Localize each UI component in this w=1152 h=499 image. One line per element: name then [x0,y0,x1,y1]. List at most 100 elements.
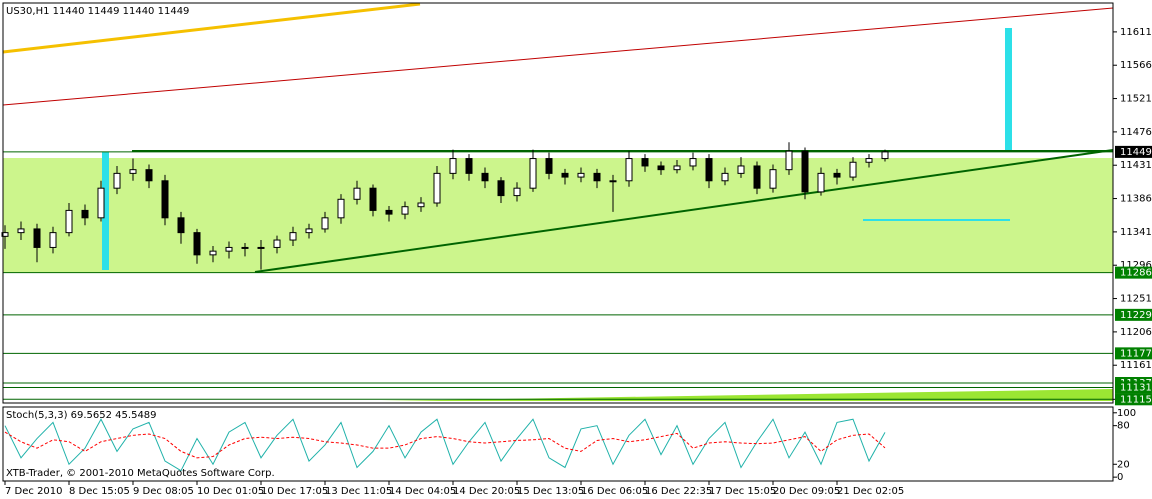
candle-body [1,232,9,237]
candle-body [481,172,489,182]
candle-body [721,172,729,182]
candle-body [705,158,713,182]
main-frame [2,2,1114,404]
candle-body [881,151,889,160]
stoch-line [4,418,886,472]
candle-body [609,180,617,183]
candle-body [737,165,745,174]
candle-body [753,165,761,189]
candle-body [65,209,73,234]
y-tick-label: 11431 [1120,160,1152,171]
price-zone [3,158,1113,273]
x-tick-label: 17 Dec 15:05 [709,486,776,497]
candle-body [865,158,873,163]
candle-body [433,172,441,204]
volume-wedge [380,389,1113,401]
level-label: 11229 [1120,310,1152,321]
level-box [1115,393,1152,406]
candle-body [129,169,137,174]
candle-body [337,198,345,219]
candle-body [561,172,569,178]
candle-body [625,158,633,182]
level-label: 11449 [1120,147,1152,158]
candle-body [177,217,185,234]
level-label: 11286 [1120,268,1152,279]
candle-body [849,161,857,178]
x-tick-label: 15 Dec 13:05 [517,486,584,497]
level-box [1115,308,1152,321]
x-tick-label: 7 Dec 2010 [5,486,63,497]
level-label: 11131 [1120,382,1152,393]
candle-body [97,187,105,219]
candle-body [353,187,361,200]
candle-body [545,158,553,174]
y-tick-label: 11206 [1120,327,1152,338]
support-line [254,149,1114,273]
candle-body [497,180,505,197]
chart-title: US30,H1 11440 11449 11440 11449 [6,6,189,17]
candle-body [641,158,649,167]
marker-bar [1005,28,1012,150]
candle-body [113,172,121,189]
level-label: 11115 [1120,394,1152,405]
y-tick-label: 11566 [1120,60,1152,71]
y-tick-label: 11341 [1120,227,1152,238]
x-tick-label: 8 Dec 15:05 [69,486,130,497]
candle-body [33,228,41,248]
level-box [1115,145,1152,158]
y-tick-label: 11386 [1120,194,1152,205]
candle-body [833,172,841,178]
candle-body [689,158,697,167]
candle-body [465,158,473,174]
candle-body [385,209,393,215]
y-tick-label: 11161 [1120,360,1152,371]
x-tick-label: 14 Dec 20:05 [453,486,520,497]
candle-body [81,209,89,219]
candle-body [289,232,297,241]
candle-body [657,165,665,171]
candle-body [449,158,457,174]
y-tick-label: 20 [1117,459,1130,470]
x-tick-label: 9 Dec 08:05 [133,486,194,497]
candle-body [593,172,601,182]
marks [1,142,1113,472]
x-tick-label: 14 Dec 04:05 [389,486,456,497]
candle-body [401,206,409,215]
candle-body [225,246,233,252]
footer: XTB-Trader, © 2001-2010 MetaQuotes Softw… [6,468,275,479]
candle-body [209,250,217,256]
y-tick-label: 0 [1117,472,1123,483]
x-tick-label: 13 Dec 11:05 [325,486,392,497]
level-box [1115,381,1152,394]
x-tick-label: 21 Dec 02:05 [837,486,904,497]
y-tick-label: 80 [1117,421,1130,432]
candle-body [513,187,521,197]
candle-body [273,239,281,248]
x-tick-label: 20 Dec 09:05 [773,486,840,497]
y-tick-label: 11476 [1120,127,1152,138]
candle-body [817,172,825,193]
candle-body [321,217,329,230]
candle-body [417,202,425,208]
level-box [1115,266,1152,279]
candle-body [769,169,777,189]
y-tick-label: 11251 [1120,294,1152,305]
candle-body [369,187,377,211]
y-tick-label: 11521 [1120,94,1152,105]
candle-body [193,232,201,256]
y-tick-label: 100 [1117,408,1136,419]
x-tick-label: 16 Dec 22:35 [645,486,712,497]
candle-body [801,150,809,193]
indicator-title: Stoch(5,3,3) 69.5652 45.5489 [6,410,157,421]
stoch-frame [2,406,1114,482]
level-label: 11177 [1120,348,1152,359]
level-box [1115,347,1152,360]
candle-body [241,246,249,249]
candle-body [17,228,25,234]
x-tick-label: 10 Dec 17:05 [261,486,328,497]
candle-body [577,172,585,178]
candle-body [305,228,313,234]
candle-body [161,180,169,219]
